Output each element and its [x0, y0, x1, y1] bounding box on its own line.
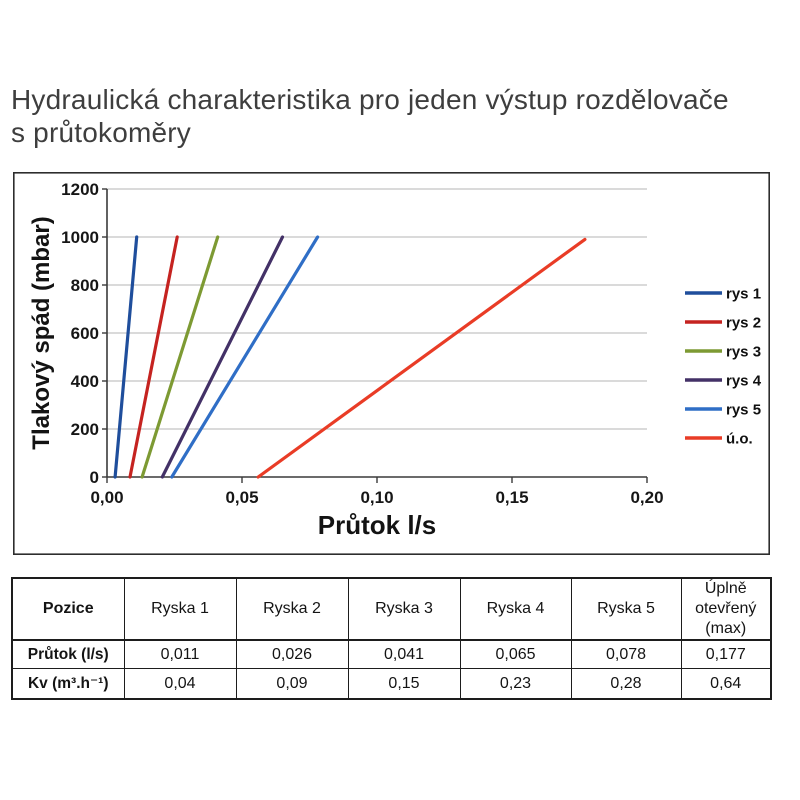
page-title: Hydraulická charakteristika pro jeden vý…	[11, 83, 729, 149]
x-tick-label: 0,00	[90, 488, 123, 507]
col-header-ryska-3: Ryska 3	[347, 577, 461, 641]
x-tick-label: 0,15	[495, 488, 528, 507]
cell-kv-5: 0,28	[570, 668, 682, 700]
cell-prutok-2: 0,026	[235, 639, 349, 669]
col-header-ryska-4: Ryska 4	[459, 577, 572, 641]
cell-kv-1: 0,04	[123, 668, 237, 700]
y-tick-label: 400	[71, 372, 99, 391]
cell-prutok-1: 0,011	[123, 639, 237, 669]
table-header-row: Pozice Ryska 1 Ryska 2 Ryska 3 Ryska 4 R…	[11, 577, 772, 641]
legend-label: rys 3	[726, 344, 761, 361]
legend-label: rys 1	[726, 286, 761, 303]
legend-label: rys 4	[726, 373, 762, 390]
col-header-ryska-1: Ryska 1	[123, 577, 237, 641]
series-line	[140, 235, 220, 479]
legend-label: rys 5	[726, 402, 761, 419]
cell-kv-3: 0,15	[347, 668, 461, 700]
y-tick-label: 200	[71, 420, 99, 439]
legend-label: ú.o.	[726, 431, 753, 448]
series-line	[113, 235, 139, 479]
y-tick-label: 1000	[61, 228, 99, 247]
cell-kv-max: 0,64	[680, 668, 772, 700]
y-tick-label: 1200	[61, 180, 99, 199]
series-line	[160, 235, 285, 479]
cell-prutok-max: 0,177	[680, 639, 772, 669]
col-header-ryska-5: Ryska 5	[570, 577, 682, 641]
y-tick-label: 0	[90, 468, 99, 487]
col-header-fully-open: Úplně otevřený (max)	[680, 577, 772, 641]
cell-prutok-4: 0,065	[459, 639, 572, 669]
table-row-kv: Kv (m³.h⁻¹) 0,04 0,09 0,15 0,23 0,28 0,6…	[11, 668, 772, 700]
y-tick-label: 800	[71, 276, 99, 295]
page-title-line-1: Hydraulická charakteristika pro jeden vý…	[11, 84, 729, 115]
x-tick-label: 0,05	[225, 488, 258, 507]
y-axis-title: Tlakový spád (mbar)	[28, 216, 55, 449]
legend-label: rys 2	[726, 315, 761, 332]
cell-kv-2: 0,09	[235, 668, 349, 700]
row-label-prutok: Průtok (l/s)	[11, 639, 125, 669]
series-line	[256, 237, 587, 479]
x-tick-label: 0,20	[630, 488, 663, 507]
cell-prutok-3: 0,041	[347, 639, 461, 669]
flow-spec-table: Pozice Ryska 1 Ryska 2 Ryska 3 Ryska 4 R…	[11, 577, 772, 700]
page-title-line-2: s průtokoměry	[11, 117, 191, 148]
table-row-prutok: Průtok (l/s) 0,011 0,026 0,041 0,065 0,0…	[11, 639, 772, 669]
row-label-kv: Kv (m³.h⁻¹)	[11, 668, 125, 700]
series-line	[170, 235, 320, 479]
cell-prutok-5: 0,078	[570, 639, 682, 669]
chart-frame	[13, 172, 770, 555]
cell-kv-4: 0,23	[459, 668, 572, 700]
y-tick-label: 600	[71, 324, 99, 343]
col-header-ryska-2: Ryska 2	[235, 577, 349, 641]
x-tick-label: 0,10	[360, 488, 393, 507]
x-axis-title: Průtok l/s	[318, 510, 436, 540]
col-header-pozice: Pozice	[11, 577, 125, 641]
series-line	[128, 235, 179, 479]
hydraulic-characteristic-chart: 0 200 400 600 800 1000 1200 0,00 0,05 0,10 0,15 0,2…	[13, 172, 770, 555]
